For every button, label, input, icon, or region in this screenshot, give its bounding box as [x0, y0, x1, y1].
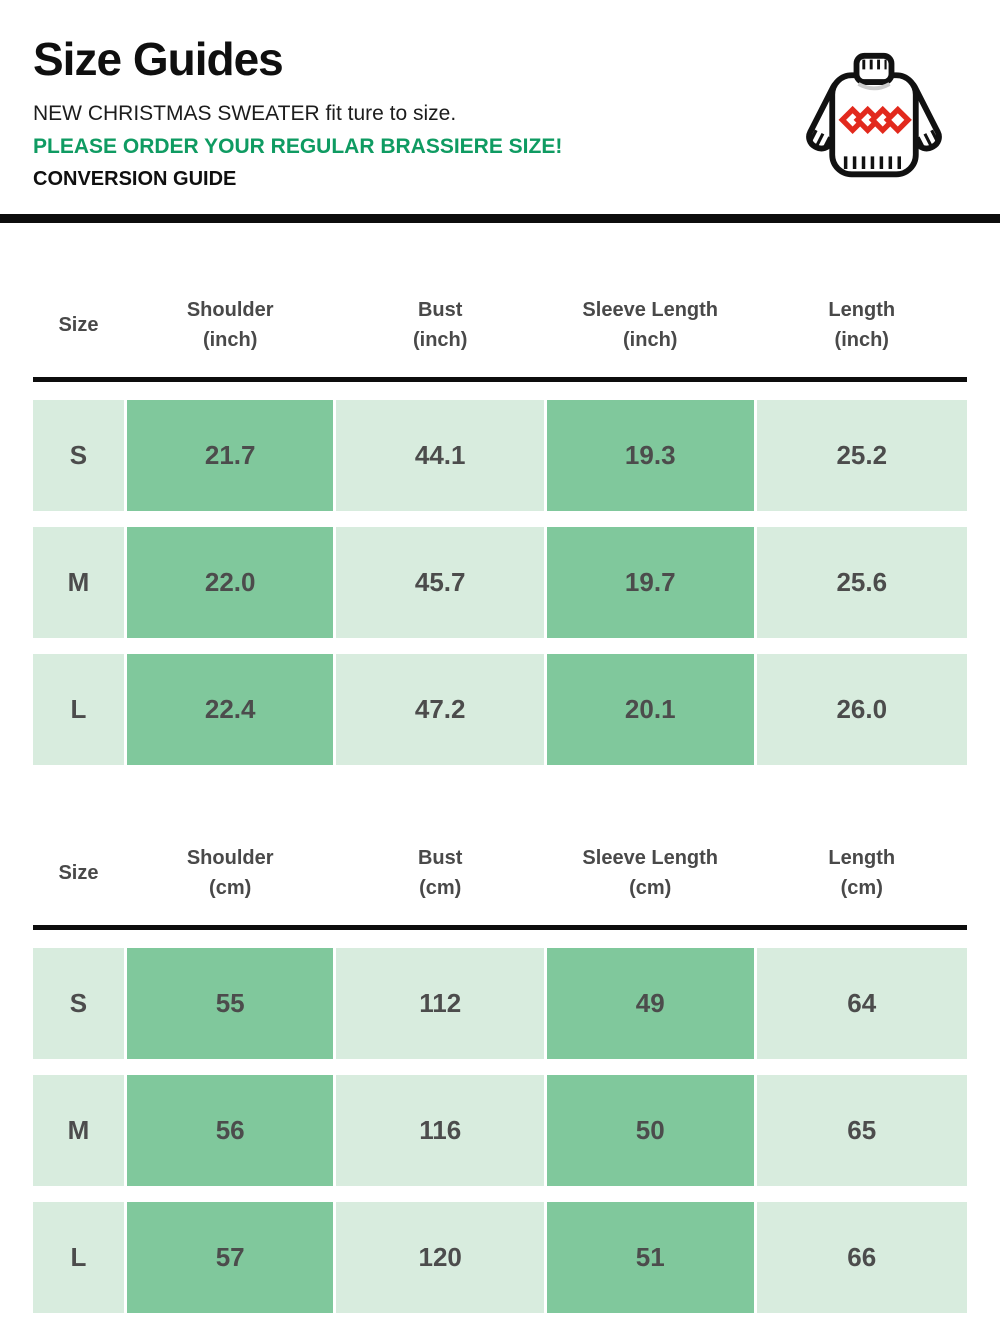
column-header-label: Bust	[417, 846, 463, 869]
size-cell: L	[33, 653, 124, 765]
column-header-bust: Bust (inch)	[336, 295, 544, 355]
length-cell: 65	[756, 1074, 967, 1186]
column-header-label: Length	[828, 846, 896, 869]
column-header-label: Shoulder	[186, 298, 274, 321]
christmas-sweater-icon	[806, 48, 942, 186]
order-notice: PLEASE ORDER YOUR REGULAR BRASSIERE SIZE…	[33, 134, 563, 158]
column-header-sleeve-length: Sleeve Length (cm)	[547, 843, 754, 903]
table-header-row: Size Shoulder (cm) Bust (cm) Sleeve Leng…	[33, 821, 967, 925]
column-header-shoulder: Shoulder (cm)	[127, 843, 334, 903]
sleeve-length-cell: 19.3	[546, 399, 754, 511]
shoulder-cell: 56	[126, 1074, 334, 1186]
column-header-unit: (cm)	[629, 876, 672, 899]
page-title: Size Guides	[33, 33, 284, 85]
bust-cell: 120	[336, 1201, 544, 1313]
size-cell: M	[33, 526, 124, 638]
column-header-unit: (inch)	[202, 328, 258, 351]
column-header-label: Bust	[417, 298, 463, 321]
header-divider	[0, 213, 1000, 223]
bust-cell: 44.1	[336, 399, 544, 511]
length-cell: 26.0	[756, 653, 967, 765]
size-tables: Size Shoulder (inch) Bust (inch) Sleeve …	[0, 273, 1000, 1313]
length-cell: 25.6	[756, 526, 967, 638]
column-header-unit: (cm)	[209, 876, 252, 899]
shoulder-cell: 21.7	[126, 399, 334, 511]
size-table-inch: Size Shoulder (inch) Bust (inch) Sleeve …	[33, 273, 967, 765]
length-cell: 64	[756, 947, 967, 1059]
column-header-unit: (inch)	[412, 328, 468, 351]
length-cell: 25.2	[756, 399, 967, 511]
table-header-row: Size Shoulder (inch) Bust (inch) Sleeve …	[33, 273, 967, 377]
column-header-unit: (inch)	[623, 328, 678, 351]
column-header-label: Shoulder	[186, 846, 274, 869]
page-header: Size Guides NEW CHRISTMAS SWEATER fit tu…	[0, 0, 1000, 191]
column-header-label: Size	[58, 861, 99, 884]
column-header-size: Size	[33, 858, 124, 888]
length-cell: 66	[756, 1201, 967, 1313]
column-header-size: Size	[33, 310, 124, 340]
table-body: S 55 112 49 64 M 56 116 50 65 L 57 120	[33, 930, 967, 1313]
bust-cell: 116	[336, 1074, 544, 1186]
column-header-sleeve-length: Sleeve Length (inch)	[547, 295, 754, 355]
sleeve-length-cell: 50	[546, 1074, 754, 1186]
bust-cell: 45.7	[336, 526, 544, 638]
table-header-divider	[33, 924, 967, 930]
size-cell: M	[33, 1074, 124, 1186]
column-header-length: Length (inch)	[757, 295, 968, 355]
bust-cell: 47.2	[336, 653, 544, 765]
column-header-unit: (cm)	[419, 876, 462, 899]
table-body: S 21.7 44.1 19.3 25.2 M 22.0 45.7 19.7 2…	[33, 382, 967, 765]
shoulder-cell: 22.4	[126, 653, 334, 765]
conversion-guide-label: CONVERSION GUIDE	[33, 167, 237, 190]
column-header-label: Sleeve Length	[582, 298, 719, 321]
size-cell: S	[33, 947, 124, 1059]
size-cell: L	[33, 1201, 124, 1313]
column-header-shoulder: Shoulder (inch)	[127, 295, 334, 355]
column-header-label: Length	[828, 298, 896, 321]
shoulder-cell: 57	[126, 1201, 334, 1313]
fit-note: NEW CHRISTMAS SWEATER fit ture to size.	[33, 101, 457, 125]
column-header-length: Length (cm)	[757, 843, 968, 903]
sleeve-length-cell: 19.7	[546, 526, 754, 638]
column-header-bust: Bust (cm)	[336, 843, 544, 903]
size-table-cm: Size Shoulder (cm) Bust (cm) Sleeve Leng…	[33, 821, 967, 1313]
shoulder-cell: 22.0	[126, 526, 334, 638]
sleeve-length-cell: 51	[546, 1201, 754, 1313]
column-header-unit: (cm)	[840, 876, 883, 899]
shoulder-cell: 55	[126, 947, 334, 1059]
column-header-label: Sleeve Length	[582, 846, 719, 869]
table-header-divider	[33, 376, 967, 382]
column-header-label: Size	[58, 313, 99, 336]
size-cell: S	[33, 399, 124, 511]
bust-cell: 112	[336, 947, 544, 1059]
sleeve-length-cell: 49	[546, 947, 754, 1059]
column-header-unit: (inch)	[834, 328, 889, 351]
sleeve-length-cell: 20.1	[546, 653, 754, 765]
